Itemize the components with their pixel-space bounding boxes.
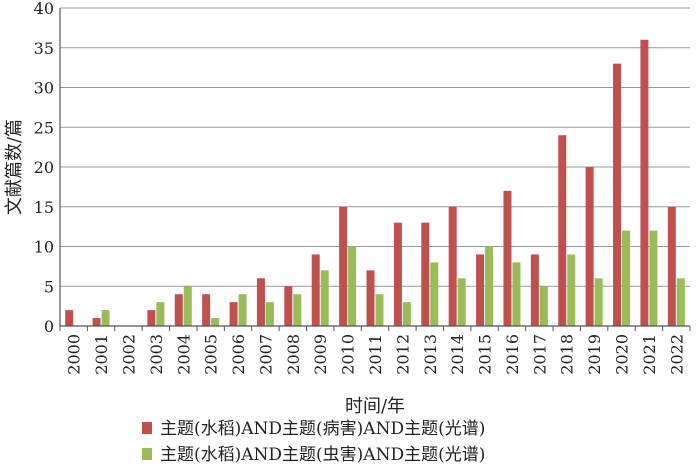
legend-swatch-disease	[142, 422, 152, 434]
bar-disease-2003	[147, 310, 156, 326]
legend-swatch-pest	[142, 448, 152, 460]
bar-pest-2019	[594, 278, 603, 326]
y-tick-label: 30	[34, 79, 54, 98]
bar-disease-2005	[202, 294, 211, 326]
y-tick-label: 35	[34, 39, 54, 58]
x-tick-label: 2015	[476, 334, 495, 375]
bar-pest-2010	[348, 246, 357, 326]
bar-disease-2010	[339, 206, 348, 326]
bar-disease-2012	[393, 222, 402, 326]
x-tick-label: 2014	[448, 334, 467, 375]
bar-disease-2020	[613, 63, 622, 327]
bar-pest-2003	[156, 302, 165, 326]
x-axis-title: 时间/年	[345, 396, 405, 417]
bar-pest-2018	[567, 254, 576, 326]
x-tick-label: 2005	[202, 334, 221, 375]
legend-label-pest: 主题(水稻)AND主题(虫害)AND主题(光谱)	[160, 445, 485, 465]
bar-pest-2009	[320, 270, 329, 326]
x-tick-label: 2004	[174, 334, 193, 375]
bars	[65, 39, 685, 327]
x-tick-label: 2007	[256, 334, 275, 375]
y-axis-title: 文献篇数/篇	[4, 119, 25, 215]
legend: 主题(水稻)AND主题(病害)AND主题(光谱) 主题(水稻)AND主题(虫害)…	[142, 419, 485, 465]
x-tick-label: 2003	[147, 334, 166, 375]
bar-pest-2011	[375, 294, 384, 326]
bar-pest-2014	[457, 278, 466, 326]
y-tick-label: 25	[34, 118, 54, 137]
x-tick-label: 2019	[585, 334, 604, 375]
x-tick-label: 2020	[613, 334, 632, 375]
x-tick-label: 2009	[311, 334, 330, 375]
bar-disease-2015	[476, 254, 485, 326]
x-tick-label: 2013	[421, 334, 440, 375]
bar-pest-2013	[430, 262, 439, 326]
bar-pest-2017	[539, 286, 548, 326]
y-tick-label: 0	[44, 317, 54, 336]
bar-disease-2007	[256, 278, 265, 326]
x-tick-label: 2006	[229, 334, 248, 375]
bar-disease-2011	[366, 270, 375, 326]
bar-disease-2004	[174, 294, 183, 326]
legend-label-disease: 主题(水稻)AND主题(病害)AND主题(光谱)	[160, 419, 485, 439]
bar-disease-2009	[311, 254, 320, 326]
bar-pest-2005	[211, 318, 220, 326]
bar-pest-2021	[649, 230, 658, 326]
bar-disease-2019	[585, 167, 594, 326]
y-tick-label: 15	[34, 198, 54, 217]
bar-disease-2001	[92, 318, 101, 326]
bar-pest-2004	[183, 286, 192, 326]
bar-disease-2017	[530, 254, 539, 326]
x-tick-label: 2002	[119, 334, 138, 375]
y-tick-label: 5	[44, 277, 54, 296]
x-tick-label: 2008	[284, 334, 303, 375]
bar-disease-2018	[558, 135, 567, 326]
bar-pest-2020	[622, 230, 631, 326]
x-tick-label: 2018	[558, 334, 577, 375]
bar-pest-2001	[101, 310, 110, 326]
axes	[59, 8, 691, 331]
bar-pest-2008	[293, 294, 302, 326]
y-tick-labels: 0 5 10 15 20 25 30 35 40	[34, 0, 54, 336]
bar-pest-2015	[485, 246, 494, 326]
x-tick-label: 2011	[366, 334, 385, 375]
y-tick-label: 20	[34, 158, 54, 177]
x-tick-labels: 2000 2001 2002 2003 2004 2005 2006 2007 2008 2009…	[65, 334, 687, 375]
bar-disease-2013	[421, 222, 430, 326]
x-tick-label: 2001	[92, 334, 111, 375]
bar-pest-2006	[238, 294, 247, 326]
x-tick-label: 2022	[667, 334, 686, 375]
x-tick-label: 2010	[339, 334, 358, 375]
bar-pest-2007	[265, 302, 274, 326]
bar-disease-2006	[229, 302, 238, 326]
bar-disease-2016	[503, 190, 512, 326]
x-tick-label: 2021	[640, 334, 659, 375]
x-tick-label: 2012	[393, 334, 412, 375]
bar-pest-2016	[512, 262, 521, 326]
bar-disease-2014	[448, 206, 457, 326]
bar-disease-2021	[640, 39, 649, 327]
bar-pest-2012	[402, 302, 411, 326]
y-tick-label: 10	[34, 238, 54, 257]
bar-disease-2008	[284, 286, 293, 326]
x-tick-label: 2017	[530, 334, 549, 375]
y-tick-label: 40	[34, 0, 54, 18]
gridlines	[60, 7, 690, 287]
bar-disease-2000	[65, 310, 74, 326]
bar-pest-2022	[676, 278, 685, 326]
x-tick-label: 2016	[503, 334, 522, 375]
bar-disease-2022	[667, 206, 676, 326]
x-tick-label: 2000	[65, 334, 84, 375]
